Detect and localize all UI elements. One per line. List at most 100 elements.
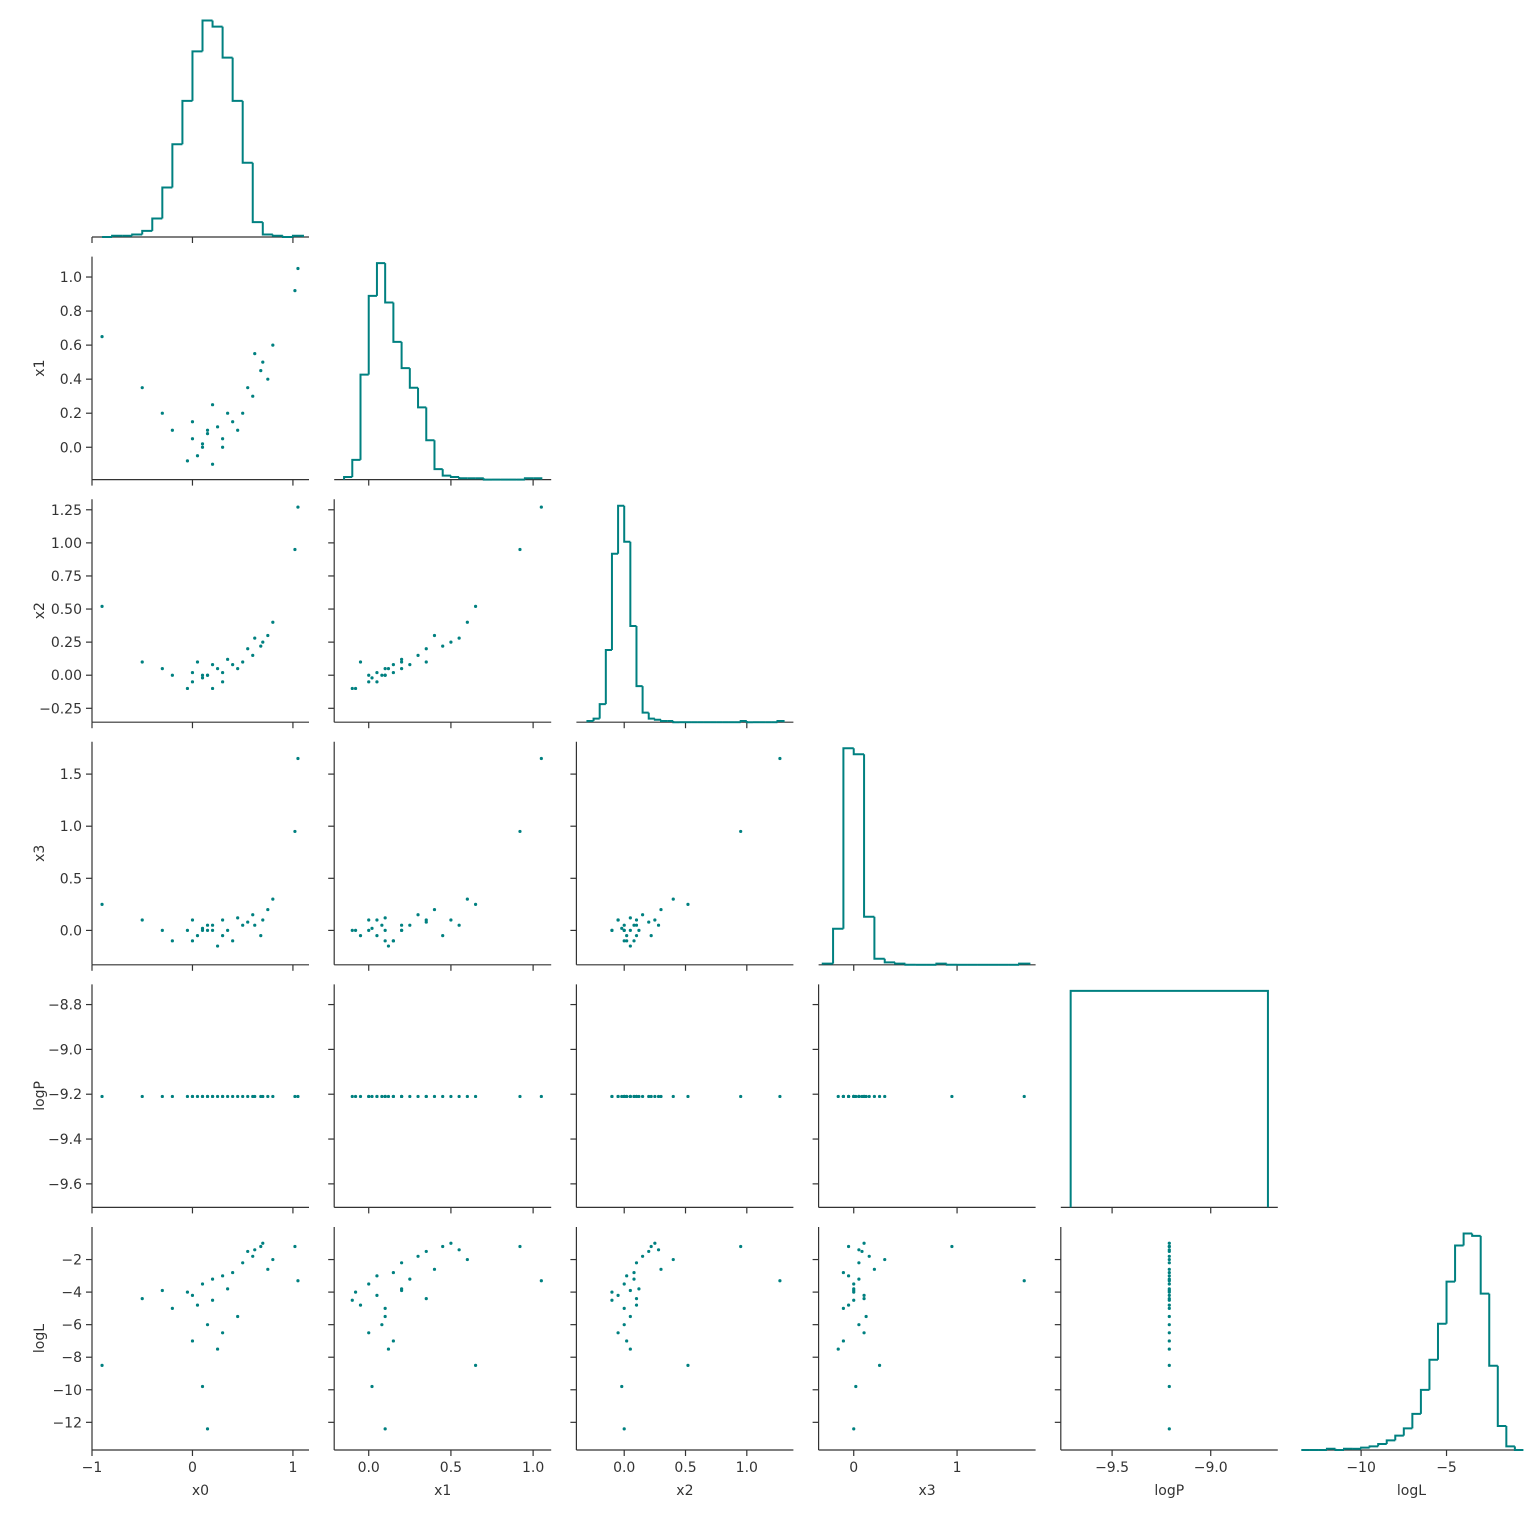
scatter-point — [950, 1094, 954, 1099]
scatter-point — [200, 673, 205, 677]
histogram-step — [433, 440, 443, 471]
scatter-point — [293, 547, 297, 552]
y-tick-label: 0.2 — [60, 406, 82, 422]
histogram-step — [1436, 1322, 1447, 1360]
scatter-point — [100, 902, 104, 906]
scatter-point — [416, 1094, 420, 1099]
x-tick-label: 0 — [188, 1460, 197, 1476]
scatter-point — [400, 923, 404, 927]
y-tick-label: −8 — [61, 1350, 82, 1366]
y-axis-label: x2 — [32, 602, 48, 619]
scatter-point — [857, 1261, 861, 1265]
x-tick-label: −10 — [1346, 1460, 1376, 1476]
y-tick-label: 0.8 — [60, 304, 82, 320]
scatter-point — [380, 923, 384, 927]
scatter-point — [637, 928, 641, 933]
histogram-step — [408, 368, 419, 389]
scatter-point — [231, 1270, 235, 1275]
scatter-point — [205, 673, 210, 677]
scatter-point — [539, 756, 543, 761]
scatter-point — [266, 1094, 270, 1099]
histogram-step — [1368, 1445, 1379, 1448]
scatter-point — [1167, 1257, 1171, 1262]
scatter-point — [231, 663, 235, 667]
scatter-point — [883, 1094, 887, 1099]
scatter-point — [205, 428, 210, 432]
histogram-step — [873, 916, 885, 960]
histogram-step — [641, 686, 649, 714]
scatter-point — [293, 289, 297, 293]
scatter-point — [457, 636, 461, 640]
scatter-point — [215, 425, 220, 429]
scatter-point — [236, 1314, 240, 1319]
scatter-point — [293, 1094, 297, 1099]
scatter-point — [1167, 1277, 1171, 1281]
scatter-point — [296, 266, 300, 271]
scatter-point — [241, 660, 245, 664]
histogram-step — [821, 962, 834, 965]
histogram-step — [441, 469, 451, 477]
scatter-point — [441, 1244, 445, 1249]
histogram-step — [647, 712, 655, 720]
scatter-point — [271, 897, 275, 901]
scatter-point — [190, 420, 195, 424]
scatter-point — [195, 934, 200, 938]
scatter-point — [246, 1094, 250, 1099]
scatter-point — [628, 944, 632, 948]
y-tick-label: 1.5 — [60, 767, 82, 783]
x-tick-label: −5 — [1436, 1460, 1457, 1476]
scatter-point — [261, 918, 265, 922]
histogram-step — [1454, 1244, 1464, 1282]
scatter-point — [1167, 1293, 1171, 1297]
scatter-point — [200, 676, 205, 680]
y-tick-label: −9.4 — [48, 1132, 82, 1148]
scatter-point — [441, 644, 445, 648]
scatter-point — [854, 1384, 858, 1389]
scatter-point — [200, 1094, 205, 1099]
scatter-point — [653, 1094, 657, 1099]
scatter-point — [400, 1094, 404, 1099]
scatter-point — [215, 667, 220, 671]
scatter-point — [353, 928, 358, 933]
scatter-point — [140, 918, 144, 922]
scatter-point — [862, 1297, 866, 1301]
scatter-point — [836, 1347, 840, 1351]
scatter-point — [852, 1094, 856, 1099]
histogram-step — [659, 719, 668, 722]
scatter-point — [539, 1094, 543, 1099]
y-tick-label: 1.0 — [60, 270, 82, 286]
scatter-point — [185, 1094, 190, 1099]
histogram-step — [161, 186, 173, 219]
scatter-point — [424, 1297, 428, 1301]
scatter-point — [449, 640, 453, 644]
scatter-point — [251, 653, 255, 657]
histogram-step — [1471, 1233, 1481, 1237]
scatter-point — [170, 939, 174, 943]
scatter-point — [653, 918, 657, 922]
histogram-step — [904, 963, 916, 966]
scatter-point — [190, 1339, 195, 1343]
scatter-point — [877, 1094, 882, 1099]
scatter-point — [457, 923, 461, 927]
scatter-point — [841, 1270, 846, 1275]
scatter-point — [432, 1267, 437, 1271]
scatter-point — [400, 657, 404, 661]
x-tick-label: 0.5 — [440, 1460, 462, 1476]
scatter-point — [632, 939, 636, 943]
histogram-step — [367, 294, 377, 375]
scatter-point — [539, 1279, 543, 1283]
histogram-step — [131, 233, 143, 236]
scatter-point — [375, 1293, 379, 1297]
scatter-point — [441, 934, 445, 938]
histogram-step — [1069, 989, 1269, 1208]
scatter-point — [383, 1094, 387, 1099]
scatter-point — [190, 680, 195, 684]
y-tick-label: −0.25 — [39, 701, 82, 717]
scatter-point — [190, 670, 195, 675]
scatter-point — [620, 1094, 624, 1099]
scatter-point — [1167, 1261, 1171, 1265]
scatter-point — [862, 1293, 866, 1297]
scatter-point — [259, 1244, 263, 1249]
scatter-point — [852, 1298, 856, 1302]
scatter-point — [473, 902, 478, 906]
